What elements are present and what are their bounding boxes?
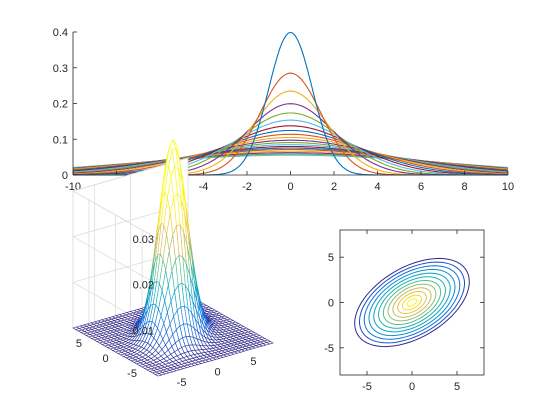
y-tick-label: 0 — [62, 170, 68, 182]
contour-level-2 — [359, 261, 465, 344]
x-tick-label: -5 — [362, 381, 372, 393]
contour-level-4 — [368, 268, 456, 337]
x-tick-label: 10 — [502, 181, 514, 193]
x-tick-label: 5 — [250, 356, 256, 368]
line-series-9 — [73, 133, 508, 175]
y-tick-label: 5 — [328, 252, 334, 264]
y-tick-label: -5 — [324, 343, 334, 355]
y-tick-label: 0 — [328, 298, 334, 310]
y-tick-label: 5 — [76, 338, 82, 350]
y-tick-label: 0.2 — [53, 99, 68, 111]
x-tick-label: 2 — [331, 181, 337, 193]
contour-level-9 — [392, 287, 432, 318]
x-tick-label: -5 — [177, 377, 187, 389]
x-tick-label: 0 — [214, 367, 220, 379]
line-series-12 — [72, 142, 509, 174]
z-gridline — [72, 157, 189, 240]
y-tick-label: 0.1 — [53, 134, 68, 146]
contour-level-12 — [406, 298, 418, 307]
contour-level-8 — [387, 283, 437, 322]
contour-level-1 — [354, 257, 470, 348]
x-tick-label: 0 — [287, 181, 293, 193]
line-series-11 — [72, 139, 509, 174]
contour-level-10 — [397, 291, 427, 314]
y-tick-label: -5 — [127, 368, 137, 380]
contour-level-11 — [402, 294, 422, 311]
contour-plot-ticks: -5 0 5 5 0 -5 — [324, 230, 484, 393]
contour-level-3 — [363, 265, 461, 340]
z-gridline — [72, 203, 189, 285]
surface-cell — [154, 373, 163, 377]
y-tick-label: 0 — [102, 353, 108, 365]
x-tick-label: -4 — [199, 181, 209, 193]
line-series-10 — [72, 136, 509, 175]
contour-plot-levels — [354, 257, 470, 348]
x-tick-label: 4 — [374, 181, 380, 193]
x-tick-label: 8 — [461, 181, 467, 193]
contour-level-7 — [382, 280, 442, 325]
z-tick-label: 0.03 — [133, 234, 154, 246]
line-plot-y-ticks: 0 0.1 0.2 0.3 0.4 — [53, 27, 77, 182]
x-tick-label: -2 — [242, 181, 252, 193]
x-tick-label: 0 — [409, 381, 415, 393]
z-tick-label: 0.01 — [133, 325, 154, 337]
contour-plot: -5 0 5 5 0 -5 — [324, 229, 485, 393]
contour-level-5 — [373, 272, 451, 333]
y-tick-label: 0.3 — [53, 63, 68, 75]
surface-plot-ticks: 0.01 0.02 0.03 -5 0 5 5 0 -5 — [76, 234, 257, 389]
y-tick-label: 0.4 — [53, 27, 68, 39]
line-series-14 — [72, 145, 509, 172]
x-tick-label: 5 — [454, 381, 460, 393]
line-series-13 — [72, 144, 509, 173]
surface-plot: 0.01 0.02 0.03 -5 0 5 5 0 -5 — [72, 138, 274, 389]
z-tick-label: 0.02 — [133, 280, 154, 292]
x-tick-label: 6 — [418, 181, 424, 193]
surface-plot-mesh — [72, 138, 274, 377]
contour-level-6 — [378, 276, 446, 329]
